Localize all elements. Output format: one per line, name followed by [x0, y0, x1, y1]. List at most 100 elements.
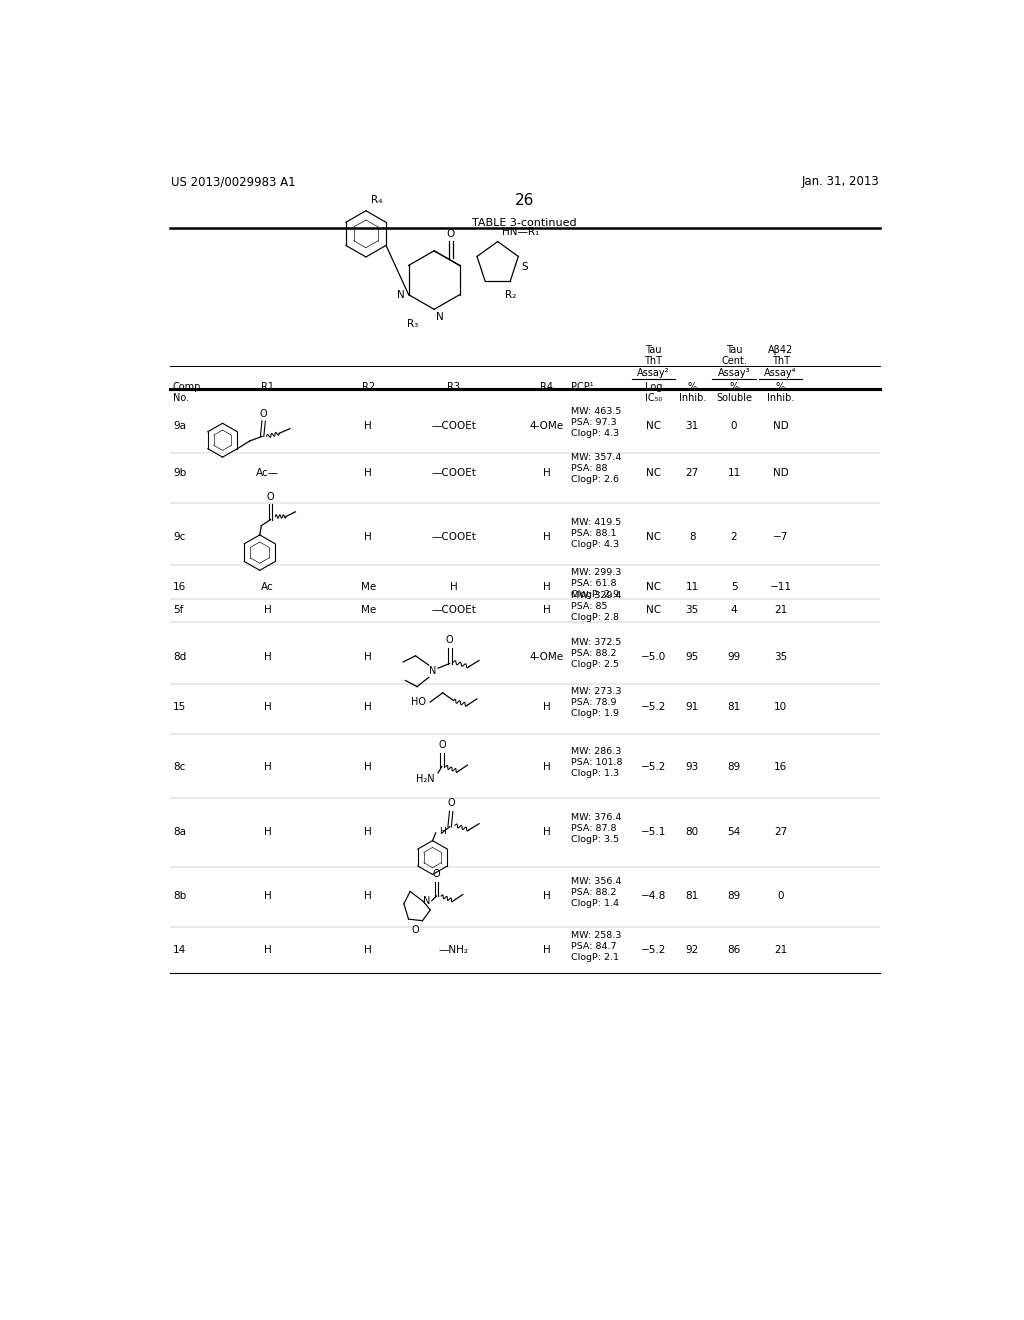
- Text: 89: 89: [727, 762, 740, 772]
- Text: −7: −7: [773, 532, 788, 543]
- Text: —NH₂: —NH₂: [438, 945, 469, 954]
- Text: Ac: Ac: [261, 582, 273, 593]
- Text: H: H: [543, 582, 550, 593]
- Text: 81: 81: [686, 891, 698, 902]
- Text: 14: 14: [173, 945, 186, 954]
- Text: 11: 11: [686, 582, 698, 593]
- Text: H: H: [365, 762, 372, 772]
- Text: —COOEt: —COOEt: [431, 421, 476, 432]
- Text: H: H: [365, 467, 372, 478]
- Text: 15: 15: [173, 702, 186, 711]
- Text: —COOEt: —COOEt: [431, 467, 476, 478]
- Text: 4: 4: [731, 606, 737, 615]
- Text: 0: 0: [777, 891, 783, 902]
- Text: 5: 5: [731, 582, 737, 593]
- Text: Tau
Cent.
Assay³: Tau Cent. Assay³: [718, 345, 751, 378]
- Text: H: H: [543, 532, 550, 543]
- Text: N: N: [397, 289, 404, 300]
- Text: −11: −11: [770, 582, 792, 593]
- Text: H: H: [365, 945, 372, 954]
- Text: MW: 357.4
PSA: 88
ClogP: 2.6: MW: 357.4 PSA: 88 ClogP: 2.6: [571, 453, 622, 484]
- Text: Log
IC₅₀: Log IC₅₀: [645, 381, 663, 404]
- Text: −5.2: −5.2: [641, 945, 667, 954]
- Text: H: H: [365, 652, 372, 663]
- Text: 11: 11: [727, 467, 740, 478]
- Text: 9a: 9a: [173, 421, 186, 432]
- Text: 8: 8: [689, 532, 695, 543]
- Text: 89: 89: [727, 891, 740, 902]
- Text: H: H: [543, 828, 550, 837]
- Text: NC: NC: [646, 421, 662, 432]
- Text: MW: 329.4
PSA: 85
ClogP: 2.8: MW: 329.4 PSA: 85 ClogP: 2.8: [571, 591, 622, 622]
- Text: H: H: [543, 702, 550, 711]
- Text: −5.1: −5.1: [641, 828, 667, 837]
- Text: PCP¹: PCP¹: [571, 381, 594, 392]
- Text: Aβ42
ThT
Assay⁴: Aβ42 ThT Assay⁴: [764, 345, 797, 378]
- Text: 9c: 9c: [173, 532, 185, 543]
- Text: H: H: [543, 467, 550, 478]
- Text: H: H: [263, 652, 271, 663]
- Text: Tau
ThT
Assay²: Tau ThT Assay²: [637, 345, 670, 378]
- Text: 92: 92: [686, 945, 698, 954]
- Text: O: O: [412, 925, 420, 936]
- Text: 4-OMe: 4-OMe: [529, 652, 563, 663]
- Text: S: S: [521, 261, 527, 272]
- Text: 9b: 9b: [173, 467, 186, 478]
- Text: −5.2: −5.2: [641, 702, 667, 711]
- Text: H: H: [263, 702, 271, 711]
- Text: Jan. 31, 2013: Jan. 31, 2013: [802, 176, 880, 189]
- Text: H: H: [543, 945, 550, 954]
- Text: O: O: [260, 409, 267, 418]
- Text: MW: 299.3
PSA: 61.8
ClogP: 2.9: MW: 299.3 PSA: 61.8 ClogP: 2.9: [571, 568, 622, 599]
- Text: Comp.
No.: Comp. No.: [173, 381, 205, 404]
- Text: H: H: [365, 891, 372, 902]
- Text: H: H: [263, 762, 271, 772]
- Text: 86: 86: [727, 945, 740, 954]
- Text: 16: 16: [774, 762, 787, 772]
- Text: 2: 2: [731, 532, 737, 543]
- Text: H₂N: H₂N: [417, 774, 435, 784]
- Text: 27: 27: [686, 467, 698, 478]
- Text: O: O: [445, 635, 454, 645]
- Text: 27: 27: [774, 828, 787, 837]
- Text: MW: 356.4
PSA: 88.2
ClogP: 1.4: MW: 356.4 PSA: 88.2 ClogP: 1.4: [571, 876, 622, 908]
- Text: NC: NC: [646, 582, 662, 593]
- Text: HN—R₁: HN—R₁: [502, 227, 539, 238]
- Text: H: H: [263, 945, 271, 954]
- Text: 21: 21: [774, 606, 787, 615]
- Text: MW: 372.5
PSA: 88.2
ClogP: 2.5: MW: 372.5 PSA: 88.2 ClogP: 2.5: [571, 638, 622, 669]
- Text: −5.0: −5.0: [641, 652, 666, 663]
- Text: O: O: [438, 739, 445, 750]
- Text: H: H: [365, 421, 372, 432]
- Text: 8c: 8c: [173, 762, 185, 772]
- Text: H: H: [543, 606, 550, 615]
- Text: NC: NC: [646, 467, 662, 478]
- Text: TABLE 3-continued: TABLE 3-continued: [472, 219, 578, 228]
- Text: R1: R1: [261, 381, 274, 392]
- Text: %
Soluble: % Soluble: [716, 381, 752, 404]
- Text: O: O: [447, 799, 455, 808]
- Text: H: H: [439, 826, 446, 836]
- Text: Me: Me: [360, 606, 376, 615]
- Text: US 2013/0029983 A1: US 2013/0029983 A1: [171, 176, 295, 189]
- Text: %
Inhib.: % Inhib.: [767, 381, 795, 404]
- Text: 91: 91: [686, 702, 698, 711]
- Text: —COOEt: —COOEt: [431, 532, 476, 543]
- Text: N: N: [429, 667, 436, 676]
- Text: 8a: 8a: [173, 828, 186, 837]
- Text: O: O: [432, 869, 440, 879]
- Text: Me: Me: [360, 582, 376, 593]
- Text: MW: 258.3
PSA: 84.7
ClogP: 2.1: MW: 258.3 PSA: 84.7 ClogP: 2.1: [571, 931, 622, 962]
- Text: 0: 0: [731, 421, 737, 432]
- Text: 95: 95: [686, 652, 698, 663]
- Text: NC: NC: [646, 606, 662, 615]
- Text: 31: 31: [686, 421, 698, 432]
- Text: 5f: 5f: [173, 606, 183, 615]
- Text: R2: R2: [361, 381, 375, 392]
- Text: Ac—: Ac—: [256, 467, 280, 478]
- Text: H: H: [543, 762, 550, 772]
- Text: 99: 99: [727, 652, 740, 663]
- Text: 93: 93: [686, 762, 698, 772]
- Text: H: H: [365, 702, 372, 711]
- Text: MW: 286.3
PSA: 101.8
ClogP: 1.3: MW: 286.3 PSA: 101.8 ClogP: 1.3: [571, 747, 623, 779]
